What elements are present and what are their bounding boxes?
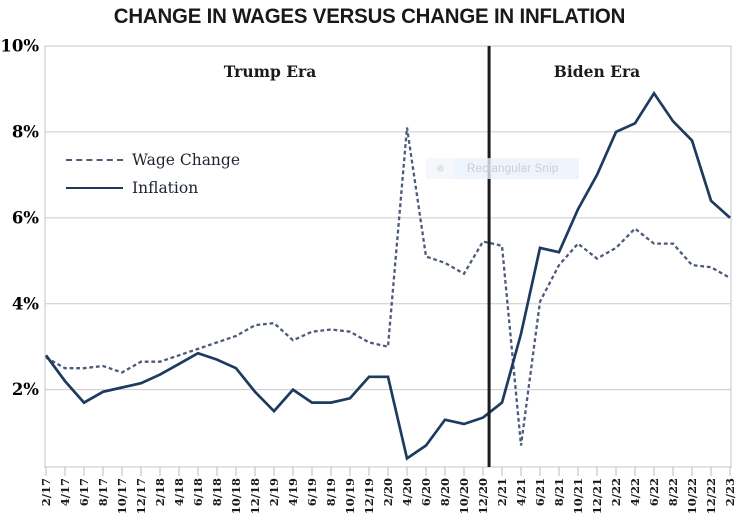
x-axis-label: 6/17 <box>77 478 91 506</box>
snip-dot-icon <box>437 165 444 172</box>
x-axis-label: 2/17 <box>39 478 53 506</box>
trump-era-label: Trump Era <box>223 62 317 81</box>
x-axis-label: 2/18 <box>153 478 167 506</box>
x-axis-label: 6/22 <box>647 478 661 506</box>
x-axis-label: 8/20 <box>438 478 452 506</box>
x-axis-label: 12/17 <box>134 478 148 514</box>
x-axis-label: 2/20 <box>381 478 395 506</box>
x-axis-label: 10/17 <box>115 478 129 514</box>
x-axis-label: 4/22 <box>628 478 642 506</box>
plot-border <box>44 45 732 468</box>
biden-era-label: Biden Era <box>553 62 641 81</box>
x-axis-label: 10/18 <box>229 478 243 514</box>
legend-label-wage-change: Wage Change <box>132 151 241 169</box>
x-axis-label: 12/21 <box>590 478 604 514</box>
x-axis-label: 4/18 <box>172 478 186 506</box>
x-axis-label: 10/22 <box>685 478 699 514</box>
rectangular-snip-tooltip: Rectangular Snip <box>426 158 579 179</box>
x-axis-label: 6/20 <box>419 478 433 506</box>
x-axis-label: 10/19 <box>343 478 357 514</box>
x-axis-label: 12/22 <box>704 478 718 514</box>
legend-label-inflation: Inflation <box>132 179 199 197</box>
x-axis-label: 4/20 <box>400 478 414 506</box>
x-axis-label: 12/20 <box>476 478 490 514</box>
y-axis-label: 10% <box>0 37 39 56</box>
inflation-line-swatch <box>66 187 123 189</box>
x-axis-label: 2/23 <box>723 478 737 506</box>
snip-tooltip-text: Rectangular Snip <box>467 162 559 175</box>
legend-item-inflation: Inflation <box>66 174 240 202</box>
x-axis-label: 8/21 <box>552 478 566 506</box>
x-axis-label: 6/18 <box>191 478 205 506</box>
wage-change-series-line <box>45 127 731 446</box>
x-axis-label: 8/19 <box>324 478 338 506</box>
x-axis-label: 4/17 <box>58 478 72 506</box>
x-axis-label: 10/20 <box>457 478 471 514</box>
x-axis-label: 12/19 <box>362 478 376 514</box>
x-axis-label: 2/21 <box>495 478 509 506</box>
x-axis-label: 10/21 <box>571 478 585 514</box>
legend-item-wage-change: Wage Change <box>66 146 240 174</box>
snip-icon-area <box>426 158 455 179</box>
y-axis-label: 2% <box>12 380 39 399</box>
chart-title: CHANGE IN WAGES VERSUS CHANGE IN INFLATI… <box>113 4 626 28</box>
x-axis-label: 8/17 <box>96 478 110 506</box>
x-axis-label: 2/22 <box>609 478 623 506</box>
x-axis-label: 4/19 <box>286 478 300 506</box>
inflation-series-line <box>44 90 731 461</box>
chart-legend: Wage Change Inflation <box>66 146 240 202</box>
y-axis-label: 8% <box>12 122 39 141</box>
y-axis-label: 4% <box>12 294 39 313</box>
x-axis-label: 2/19 <box>267 478 281 506</box>
x-axis-label: 12/18 <box>248 478 262 514</box>
x-axis-label: 6/21 <box>533 478 547 506</box>
x-axis-label: 8/18 <box>210 478 224 506</box>
y-axis-label: 6% <box>12 208 39 227</box>
wage-change-line-swatch <box>66 159 123 161</box>
x-axis-label: 6/19 <box>305 478 319 506</box>
x-axis-label: 8/22 <box>666 478 680 506</box>
x-axis-label: 4/21 <box>514 478 528 506</box>
